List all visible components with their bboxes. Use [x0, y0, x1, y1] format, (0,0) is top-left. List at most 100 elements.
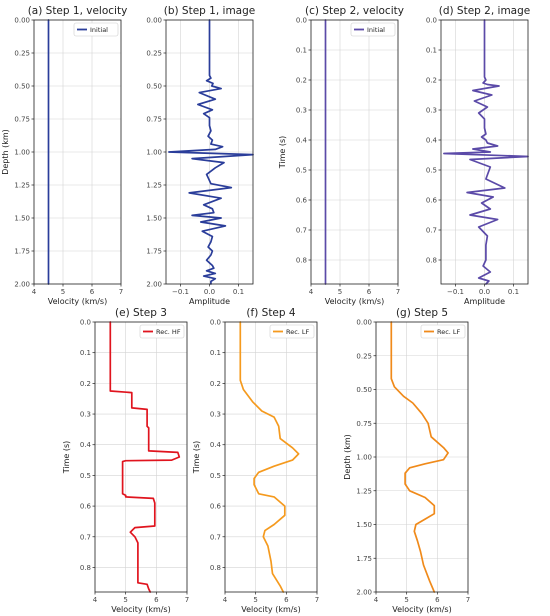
legend-label: Rec. HF — [156, 328, 181, 336]
y-tick-label: 0.00 — [14, 17, 30, 25]
y-tick-label: 0.0 — [296, 17, 307, 25]
y-tick-label: 0.75 — [14, 116, 30, 124]
y-tick-label: 0.7 — [296, 227, 307, 235]
y-axis-label: Depth (km) — [343, 434, 352, 480]
y-tick-label: 0.3 — [426, 107, 437, 115]
y-tick-label: 0.6 — [296, 197, 308, 205]
panel-a: 4 5 6 7 0.00 0.25 0.50 0.75 1.00 1.25 1.50 1.75 2.00… — [1, 5, 127, 306]
y-axis-label: Time (s) — [62, 441, 71, 475]
y-tick-label: 0.3 — [80, 411, 91, 419]
y-tick-label: 0.1 — [80, 349, 91, 357]
y-tick-label: 0.4 — [426, 137, 438, 145]
y-tick-label: 0.4 — [80, 441, 92, 449]
x-tick-label: 6 — [435, 596, 440, 604]
y-tick-label: 1.75 — [356, 555, 372, 563]
panel-c: 4 5 6 7 0.0 0.1 0.2 0.3 0.4 0.5 0.6 0.7 0.8 (c) Step … — [278, 5, 404, 306]
y-tick-label: 0.2 — [210, 380, 221, 388]
x-tick-label: 5 — [404, 596, 408, 604]
panel-title: (d) Step 2, image — [439, 5, 531, 17]
x-tick-label: 4 — [223, 596, 228, 604]
legend-box — [269, 324, 315, 339]
y-tick-label: 2.00 — [356, 589, 372, 597]
y-tick-label: 0.7 — [80, 533, 91, 541]
panel-title: (b) Step 1, image — [164, 5, 256, 17]
y-tick-label: 0.0 — [210, 319, 221, 327]
panel-b: −0.1 0.0 0.1 0.00 0.25 0.50 0.75 1.00 1.25 1.50 1.… — [146, 5, 255, 306]
x-tick-label: −0.1 — [172, 288, 189, 296]
y-tick-label: 0.00 — [146, 17, 162, 25]
legend-box — [350, 22, 396, 37]
y-tick-label: 1.00 — [356, 454, 372, 462]
x-tick-label: 6 — [284, 596, 289, 604]
y-tick-label: 0.50 — [14, 83, 30, 91]
legend-label: Rec. LF — [437, 328, 461, 336]
y-tick-label: 0.00 — [356, 319, 372, 327]
y-tick-label: 1.00 — [14, 149, 30, 157]
x-axis-label: Amplitude — [464, 297, 505, 306]
x-tick-label: 7 — [315, 596, 319, 604]
y-tick-label: 0.0 — [426, 17, 437, 25]
x-axis-label: Velocity (km/s) — [325, 297, 384, 306]
y-tick-label: 0.4 — [296, 137, 308, 145]
y-tick-label: 0.3 — [210, 411, 221, 419]
x-tick-label: 4 — [374, 596, 379, 604]
y-tick-label: 0.1 — [296, 47, 307, 55]
y-tick-label: 1.00 — [146, 149, 162, 157]
legend-box — [73, 22, 119, 37]
y-tick-label: 0.25 — [14, 50, 30, 58]
y-tick-label: 1.25 — [356, 487, 372, 495]
x-tick-label: 7 — [185, 596, 189, 604]
y-tick-label: 2.00 — [14, 281, 30, 289]
x-tick-label: 5 — [61, 288, 65, 296]
legend-label: Rec. LF — [286, 328, 310, 336]
y-tick-label: 0.6 — [80, 503, 92, 511]
y-tick-label: 0.5 — [426, 167, 437, 175]
y-tick-label: 1.50 — [14, 215, 30, 223]
x-tick-label: 5 — [253, 596, 257, 604]
y-tick-label: 0.6 — [426, 197, 438, 205]
legend-box — [420, 324, 466, 339]
panel-title: (a) Step 1, velocity — [28, 5, 128, 17]
y-tick-label: 0.25 — [146, 50, 162, 58]
y-tick-label: 2.00 — [146, 281, 162, 289]
series-line — [390, 321, 449, 593]
x-axis-label: Velocity (km/s) — [241, 605, 300, 614]
x-axis-label: Velocity (km/s) — [392, 605, 451, 614]
x-tick-label: −0.1 — [447, 288, 464, 296]
plot-frame — [224, 321, 318, 593]
legend-label: Initial — [367, 26, 385, 34]
y-tick-label: 0.50 — [356, 386, 372, 394]
x-tick-label: 7 — [466, 596, 470, 604]
y-tick-label: 0.8 — [296, 257, 307, 265]
y-tick-label: 0.5 — [210, 472, 221, 480]
y-tick-label: 0.2 — [296, 77, 307, 85]
series-line — [443, 19, 529, 285]
panel-e: 4 5 6 7 0.0 0.1 0.2 0.3 0.4 0.5 0.6 0.7 0.8 (e) Step … — [62, 307, 189, 614]
y-tick-label: 0.2 — [80, 380, 91, 388]
y-tick-label: 0.6 — [210, 503, 222, 511]
y-tick-label: 1.50 — [146, 215, 162, 223]
x-tick-label: 0.1 — [233, 288, 244, 296]
panel-title: (c) Step 2, velocity — [305, 5, 404, 17]
y-tick-label: 0.75 — [146, 116, 162, 124]
x-axis-label: Amplitude — [189, 297, 230, 306]
legend: Initial — [350, 22, 396, 37]
series-line — [168, 19, 254, 285]
y-tick-label: 0.8 — [426, 257, 437, 265]
y-tick-label: 0.0 — [80, 319, 91, 327]
panel-title: (g) Step 5 — [396, 307, 448, 319]
series-line — [109, 321, 181, 593]
x-tick-label: 6 — [154, 596, 159, 604]
y-tick-label: 1.50 — [356, 521, 372, 529]
y-axis-label: Depth (km) — [1, 129, 10, 175]
x-tick-label: 4 — [93, 596, 98, 604]
legend-box — [139, 324, 185, 339]
y-tick-label: 0.7 — [426, 227, 437, 235]
y-tick-label: 0.3 — [296, 107, 307, 115]
y-tick-label: 0.4 — [210, 441, 222, 449]
x-tick-label: 5 — [123, 596, 127, 604]
y-tick-label: 0.50 — [146, 83, 162, 91]
x-tick-label: 4 — [309, 288, 314, 296]
plot-frame — [310, 19, 399, 285]
